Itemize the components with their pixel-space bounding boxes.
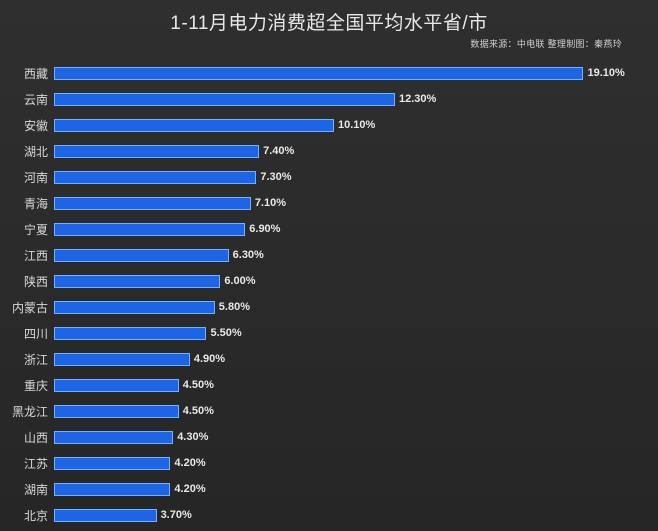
- bar-wrap: 6.30%: [54, 242, 658, 268]
- bar-row: 浙江 4.90%: [0, 346, 658, 372]
- plot-area: 西藏 19.10% 云南 12.30% 安徽 10.10% 湖北 7.40% 河南 7.30% 青海…: [0, 60, 658, 526]
- category-label: 云南: [0, 91, 54, 108]
- bar-wrap: 4.20%: [54, 476, 658, 502]
- value-label: 5.50%: [210, 327, 241, 339]
- bar-wrap: 6.00%: [54, 268, 658, 294]
- bar-row: 四川 5.50%: [0, 320, 658, 346]
- category-label: 重庆: [0, 377, 54, 394]
- bar: [54, 431, 173, 444]
- bar-row: 山西 4.30%: [0, 424, 658, 450]
- category-label: 西藏: [0, 65, 54, 82]
- category-label: 黑龙江: [0, 403, 54, 420]
- category-label: 安徽: [0, 117, 54, 134]
- bar: [54, 197, 251, 210]
- chart-subtitle: 数据来源：中电联 整理制图：秦燕玲: [0, 37, 658, 50]
- bar: [54, 405, 179, 418]
- bar-wrap: 3.70%: [54, 502, 658, 528]
- category-label: 宁夏: [0, 221, 54, 238]
- bar-wrap: 7.30%: [54, 164, 658, 190]
- value-label: 7.30%: [260, 171, 291, 183]
- value-label: 10.10%: [338, 119, 375, 131]
- bar: [54, 145, 259, 158]
- category-label: 北京: [0, 507, 54, 524]
- bar: [54, 119, 334, 132]
- value-label: 6.30%: [233, 249, 264, 261]
- bar-wrap: 7.10%: [54, 190, 658, 216]
- bar-row: 西藏 19.10%: [0, 60, 658, 86]
- bar: [54, 301, 215, 314]
- value-label: 3.70%: [161, 509, 192, 521]
- bar: [54, 379, 179, 392]
- bar-wrap: 12.30%: [54, 86, 658, 112]
- category-label: 江苏: [0, 455, 54, 472]
- category-label: 江西: [0, 247, 54, 264]
- bar: [54, 353, 190, 366]
- bar-wrap: 7.40%: [54, 138, 658, 164]
- bar-wrap: 10.10%: [54, 112, 658, 138]
- bar-wrap: 5.50%: [54, 320, 658, 346]
- bar-wrap: 5.80%: [54, 294, 658, 320]
- category-label: 湖北: [0, 143, 54, 160]
- bar-wrap: 4.30%: [54, 424, 658, 450]
- bar-row: 安徽 10.10%: [0, 112, 658, 138]
- category-label: 山西: [0, 429, 54, 446]
- bar-wrap: 4.20%: [54, 450, 658, 476]
- bar: [54, 275, 220, 288]
- value-label: 4.90%: [194, 353, 225, 365]
- chart-title: 1-11月电力消费超全国平均水平省/市: [0, 0, 658, 35]
- bar-wrap: 19.10%: [54, 60, 658, 86]
- bar-row: 青海 7.10%: [0, 190, 658, 216]
- bar: [54, 223, 245, 236]
- bar-wrap: 4.50%: [54, 372, 658, 398]
- bar-row: 重庆 4.50%: [0, 372, 658, 398]
- value-label: 4.20%: [174, 483, 205, 495]
- bar-row: 黑龙江 4.50%: [0, 398, 658, 424]
- bar: [54, 171, 256, 184]
- electricity-consumption-chart: 1-11月电力消费超全国平均水平省/市 数据来源：中电联 整理制图：秦燕玲 西藏…: [0, 0, 658, 531]
- bar: [54, 249, 229, 262]
- bar-wrap: 4.50%: [54, 398, 658, 424]
- bar: [54, 509, 157, 522]
- bar-row: 北京 3.70%: [0, 502, 658, 528]
- bar-row: 云南 12.30%: [0, 86, 658, 112]
- bar: [54, 67, 583, 80]
- bar-row: 河南 7.30%: [0, 164, 658, 190]
- bar-row: 湖南 4.20%: [0, 476, 658, 502]
- value-label: 6.90%: [249, 223, 280, 235]
- bar: [54, 93, 395, 106]
- category-label: 四川: [0, 325, 54, 342]
- bar: [54, 327, 206, 340]
- value-label: 4.50%: [183, 379, 214, 391]
- bar-wrap: 4.90%: [54, 346, 658, 372]
- bar-row: 江苏 4.20%: [0, 450, 658, 476]
- category-label: 浙江: [0, 351, 54, 368]
- bar-row: 陕西 6.00%: [0, 268, 658, 294]
- value-label: 4.50%: [183, 405, 214, 417]
- value-label: 12.30%: [399, 93, 436, 105]
- value-label: 6.00%: [224, 275, 255, 287]
- bar-row: 内蒙古 5.80%: [0, 294, 658, 320]
- bar-row: 江西 6.30%: [0, 242, 658, 268]
- value-label: 5.80%: [219, 301, 250, 313]
- category-label: 湖南: [0, 481, 54, 498]
- category-label: 河南: [0, 169, 54, 186]
- bar-wrap: 6.90%: [54, 216, 658, 242]
- bar: [54, 457, 170, 470]
- value-label: 4.30%: [177, 431, 208, 443]
- value-label: 7.40%: [263, 145, 294, 157]
- value-label: 7.10%: [255, 197, 286, 209]
- bar-row: 湖北 7.40%: [0, 138, 658, 164]
- category-label: 青海: [0, 195, 54, 212]
- value-label: 4.20%: [174, 457, 205, 469]
- bar-row: 宁夏 6.90%: [0, 216, 658, 242]
- value-label: 19.10%: [587, 67, 624, 79]
- bar: [54, 483, 170, 496]
- category-label: 内蒙古: [0, 299, 54, 316]
- category-label: 陕西: [0, 273, 54, 290]
